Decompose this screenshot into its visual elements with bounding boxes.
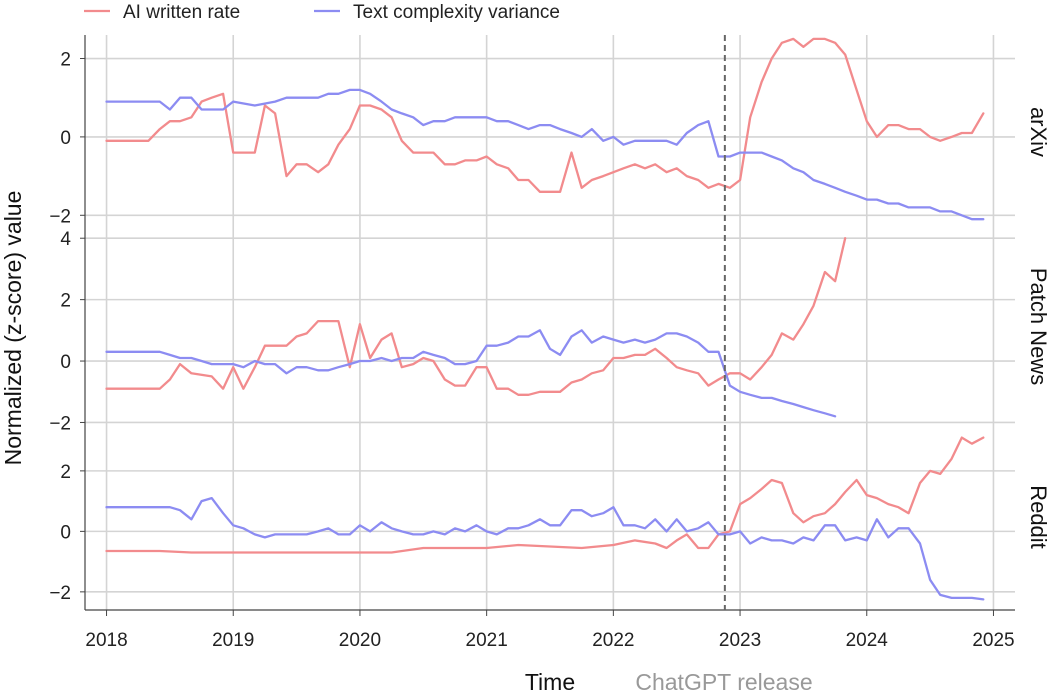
ytick-label-arxiv-1: 0 <box>60 128 71 149</box>
ytick-label-reddit-2: −2 <box>49 583 71 604</box>
legend-label-ai-written-rate: AI written rate <box>123 2 240 23</box>
ytick-label-patch-news-1: 2 <box>60 291 71 312</box>
series-line-arxiv-ai-written-rate <box>105 37 985 193</box>
series-line-reddit-text-complexity-variance <box>105 496 985 601</box>
xtick-label-2018: 2018 <box>85 630 127 651</box>
panel-label-arxiv: arXiv <box>1026 107 1051 157</box>
ytick-label-patch-news-2: 0 <box>60 352 71 373</box>
panel-arxiv: 2 0 −2 arXiv <box>49 35 1051 229</box>
panel-patch-news: 4 2 0 −2 Patch News <box>49 229 1051 434</box>
ytick-label-patch-news-0: 4 <box>60 229 71 250</box>
xtick-label-2022: 2022 <box>592 630 634 651</box>
legend-label-text-complexity-variance: Text complexity variance <box>353 2 560 23</box>
x-axis: 2018 2019 2020 2021 2022 2023 2024 2025 <box>85 609 1015 651</box>
ytick-label-arxiv-0: 2 <box>60 50 71 71</box>
series-line-arxiv-text-complexity-variance <box>105 88 985 221</box>
xtick-label-2024: 2024 <box>846 630 889 651</box>
xtick-label-2020: 2020 <box>339 630 381 651</box>
panel-label-patch-news: Patch News <box>1026 268 1051 385</box>
chatgpt-release-label: ChatGPT release <box>635 669 812 693</box>
panel-reddit: 2 0 −2 Reddit <box>49 424 1051 610</box>
ytick-label-patch-news-3: −2 <box>49 413 71 434</box>
series-line-patch-news-text-complexity-variance <box>105 329 837 418</box>
x-axis-title: Time <box>525 669 575 693</box>
xtick-label-2023: 2023 <box>719 630 761 651</box>
series-line-reddit-ai-written-rate <box>105 436 985 554</box>
ytick-label-reddit-0: 2 <box>60 462 71 483</box>
ytick-label-arxiv-2: −2 <box>49 206 71 227</box>
xtick-label-2021: 2021 <box>466 630 508 651</box>
y-axis-title: Normalized (z-score) value <box>0 191 26 466</box>
ytick-label-reddit-1: 0 <box>60 522 71 543</box>
legend: AI written rate Text complexity variance <box>84 2 560 23</box>
panels: 2 0 −2 arXiv 4 2 0 −2 Patch News 2 0 −2 Reddit <box>49 35 1051 610</box>
panel-label-reddit: Reddit <box>1026 485 1051 549</box>
xtick-label-2025: 2025 <box>972 630 1014 651</box>
xtick-label-2019: 2019 <box>212 630 254 651</box>
series-line-patch-news-ai-written-rate <box>105 237 847 396</box>
